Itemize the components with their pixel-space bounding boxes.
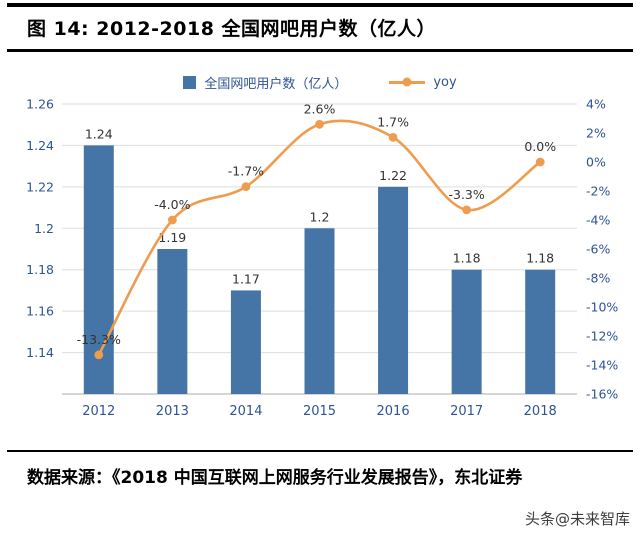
bar-2014 — [230, 290, 261, 394]
source-text: 数据来源：《2018 中国互联网上网服务行业发展报告》，东北证券 — [27, 468, 523, 488]
left-axis-tick: 1.2 — [34, 221, 54, 236]
left-axis-tick: 1.18 — [26, 262, 54, 277]
yoy-value-label: -13.3% — [77, 332, 121, 347]
yoy-marker-2018 — [535, 157, 545, 167]
x-axis-label: 2013 — [156, 404, 189, 419]
watermark: 头条@未来智库 — [524, 510, 630, 528]
bar-2016 — [378, 186, 409, 394]
source-footer: 数据来源：《2018 中国互联网上网服务行业发展报告》，东北证券 — [7, 450, 633, 492]
right-axis-tick: -4% — [586, 213, 610, 228]
yoy-marker-2017 — [462, 205, 472, 215]
right-axis-tick: 0% — [586, 155, 606, 170]
right-axis-tick: -14% — [586, 358, 618, 373]
x-axis-label: 2014 — [229, 404, 262, 419]
yoy-value-label: -4.0% — [154, 197, 190, 212]
yoy-value-label: -1.7% — [228, 164, 264, 179]
x-axis-label: 2018 — [524, 404, 557, 419]
bar-2015 — [304, 228, 335, 394]
bar-2013 — [157, 249, 188, 394]
line-marker-icon — [402, 77, 412, 87]
combo-chart: 1.26 1.24 1.22 1.2 1.18 1.16 1.14 4% 2% 0% -2% -4% -… — [26, 97, 618, 420]
line-swatch-icon — [389, 77, 426, 87]
yoy-value-label: -3.3% — [449, 187, 485, 202]
figure-title: 图 14: 2012-2018 全国网吧用户数（亿人） — [27, 18, 437, 40]
bar-swatch-icon — [183, 75, 197, 89]
bar-value-label: 1.18 — [453, 251, 481, 266]
legend-item-bar: 全国网吧用户数（亿人） — [183, 73, 347, 92]
left-axis-tick: 1.22 — [26, 179, 54, 194]
x-axis-label: 2015 — [303, 404, 336, 419]
bar-value-label: 1.17 — [232, 271, 260, 286]
bar-value-label: 1.19 — [158, 230, 186, 245]
bar-value-label: 1.22 — [379, 168, 407, 183]
legend-item-line: yoy — [389, 74, 457, 90]
yoy-marker-2014 — [241, 182, 251, 192]
yoy-value-label: 0.0% — [524, 139, 556, 154]
left-axis-tick: 1.14 — [26, 345, 54, 360]
x-axis-label: 2012 — [82, 404, 115, 419]
bar-value-label: 1.18 — [526, 251, 554, 266]
bar-value-label: 1.2 — [310, 209, 330, 224]
x-axis-label: 2016 — [377, 404, 410, 419]
yoy-marker-2013 — [167, 215, 177, 225]
x-axis-label: 2017 — [450, 404, 483, 419]
right-axis-tick: -2% — [586, 184, 610, 199]
figure-title-bar: 图 14: 2012-2018 全国网吧用户数（亿人） — [7, 3, 633, 52]
bar-value-label: 1.24 — [85, 126, 113, 141]
legend-line-label: yoy — [433, 74, 457, 90]
left-axis-tick: 1.16 — [26, 304, 54, 319]
yoy-marker-2016 — [388, 132, 398, 142]
right-axis-tick: -6% — [586, 242, 610, 257]
yoy-marker-2015 — [315, 119, 324, 129]
left-axis-tick: 1.26 — [26, 97, 54, 112]
left-axis-tick: 1.24 — [26, 138, 54, 153]
right-axis-tick: 4% — [586, 97, 606, 112]
bar-2018 — [525, 269, 556, 394]
yoy-value-label: 2.6% — [304, 101, 336, 116]
legend-bar-label: 全国网吧用户数（亿人） — [204, 76, 348, 92]
right-axis-tick: -12% — [586, 329, 618, 344]
right-axis-tick: 2% — [586, 126, 606, 141]
bar-2017 — [451, 269, 482, 394]
yoy-value-label: 1.7% — [377, 114, 409, 129]
right-axis-tick: -16% — [586, 387, 618, 402]
yoy-marker-2012 — [94, 350, 104, 360]
right-axis-tick: -8% — [586, 271, 610, 286]
right-axis-tick: -10% — [586, 300, 618, 315]
chart-legend: 全国网吧用户数（亿人） yoy — [0, 73, 640, 92]
